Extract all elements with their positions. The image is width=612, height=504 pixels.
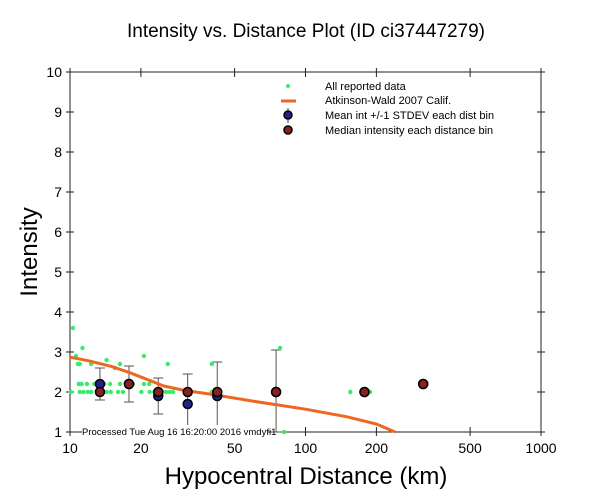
legend-marker-median (283, 125, 293, 135)
y-tick-label: 4 (54, 304, 62, 320)
median-point (270, 386, 282, 398)
data-point (80, 345, 85, 351)
data-point (120, 389, 126, 395)
data-point (117, 361, 123, 367)
data-point (104, 389, 109, 395)
data-point (163, 389, 169, 395)
legend-label-median: Median intensity each distance bin (325, 125, 493, 137)
data-point (167, 389, 172, 395)
legend-marker-all-data (286, 84, 290, 88)
data-point (70, 325, 76, 331)
data-point (107, 381, 113, 387)
x-tick-label: 50 (227, 440, 243, 456)
y-tick-label: 7 (54, 184, 62, 200)
data-point (88, 389, 94, 395)
median-point (359, 386, 370, 398)
y-axis-label: Intensity (16, 207, 43, 296)
data-point (141, 353, 147, 359)
x-tick-label: 10 (62, 440, 78, 456)
y-tick-label: 1 (54, 424, 62, 440)
data-point (141, 381, 147, 387)
y-tick-label: 6 (54, 224, 62, 240)
data-point (77, 389, 82, 395)
atkinson-wald-curve (69, 355, 396, 434)
legend-marker-mean (283, 110, 293, 120)
y-tick-label: 3 (54, 344, 62, 360)
processed-stamp: Processed Tue Aug 16 16:20:00 2016 vmdyf… (82, 427, 276, 438)
data-point (77, 361, 82, 367)
data-point (117, 381, 123, 387)
data-point (115, 389, 121, 395)
legend-label-mean: Mean int +/-1 STDEV each dist bin (325, 110, 494, 122)
data-point (147, 381, 152, 387)
x-axis-label: Hypocentral Distance (km) (165, 463, 448, 490)
legend-label-aw: Atkinson-Wald 2007 Calif. (325, 95, 451, 107)
x-tick-label: 200 (365, 440, 389, 456)
data-point (277, 345, 283, 351)
data-point (165, 361, 170, 367)
data-point (108, 389, 113, 395)
data-point (170, 389, 176, 395)
data-point (147, 389, 152, 395)
data-point (209, 361, 214, 367)
median-point (417, 378, 429, 390)
median-markers (94, 378, 429, 398)
all-reported-data (68, 325, 373, 435)
data-point (68, 389, 74, 395)
stamp-background (82, 425, 268, 438)
y-tick-label: 9 (54, 104, 62, 120)
x-tick-label: 20 (133, 440, 149, 456)
legend-label-all-data: All reported data (325, 81, 407, 93)
y-tick-label: 10 (46, 64, 62, 80)
x-tick-label: 500 (458, 440, 482, 456)
data-point (79, 381, 84, 387)
legend: All reported data Atkinson-Wald 2007 Cal… (281, 81, 494, 137)
data-point (348, 389, 353, 395)
chart-title: Intensity vs. Distance Plot (ID ci374472… (127, 21, 485, 42)
x-tick-label: 1000 (525, 440, 556, 456)
data-point (139, 389, 144, 395)
data-point (281, 429, 287, 435)
median-point (212, 386, 223, 398)
data-point (104, 357, 109, 363)
x-axis: 10 20 50 100 200 500 1000 (62, 68, 557, 456)
y-tick-label: 2 (54, 384, 62, 400)
median-point (123, 378, 135, 390)
median-point (153, 386, 164, 398)
data-point (81, 389, 86, 395)
median-point (182, 386, 193, 398)
y-tick-label: 8 (54, 144, 62, 160)
median-point (94, 386, 106, 398)
data-point (84, 381, 90, 387)
x-tick-label: 100 (294, 440, 318, 456)
data-point (85, 389, 90, 395)
mean-point (182, 398, 193, 410)
y-tick-label: 5 (54, 264, 62, 280)
